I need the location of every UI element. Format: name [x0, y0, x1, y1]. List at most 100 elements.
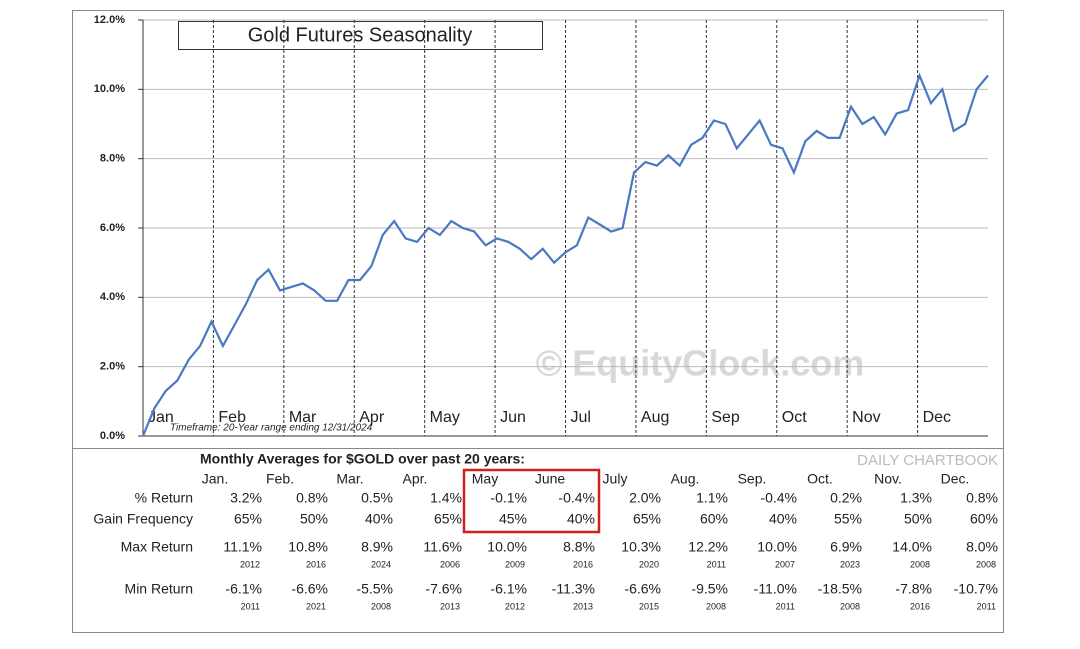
cell-value: 11.6%: [423, 539, 462, 555]
x-tick-label: Oct: [782, 409, 807, 426]
cell-value: 11.1%: [223, 539, 262, 555]
cell-value: 50%: [300, 511, 328, 527]
cell-year: 2008: [371, 601, 391, 611]
cell-value: -6.6%: [624, 581, 661, 597]
cell-year: 2012: [240, 559, 260, 569]
cell-value: 55%: [834, 511, 862, 527]
cell-value: -0.1%: [490, 490, 527, 506]
cell-value: 40%: [769, 511, 797, 527]
cell-year: 2007: [775, 559, 795, 569]
cell-value: 65%: [234, 511, 262, 527]
highlight-box: [462, 468, 601, 534]
cell-year: 2008: [840, 601, 860, 611]
cell-value: 10.0%: [487, 539, 527, 555]
cell-value: 1.1%: [696, 490, 728, 506]
cell-year: 2008: [706, 601, 726, 611]
month-header: Dec.: [941, 471, 970, 487]
row-label: Max Return: [121, 539, 193, 555]
cell-year: 2013: [573, 601, 593, 611]
cell-value: 1.4%: [430, 490, 462, 506]
cell-value: -11.3%: [552, 581, 595, 597]
month-header: Mar.: [336, 471, 363, 487]
cell-value: 3.2%: [230, 490, 262, 506]
x-tick-label: Nov: [852, 409, 880, 426]
x-tick-label: Mar: [289, 409, 317, 426]
month-header: Sep.: [738, 471, 767, 487]
cell-year: 2011: [241, 601, 260, 611]
cell-value: 0.8%: [966, 490, 998, 506]
month-header: Apr.: [403, 471, 428, 487]
cell-value: -9.5%: [691, 581, 728, 597]
cell-value: 60%: [970, 511, 998, 527]
cell-year: 2008: [976, 559, 996, 569]
x-tick-label: Sep: [711, 409, 740, 426]
cell-year: 2024: [371, 559, 391, 569]
y-tick-label: 0.0%: [100, 430, 125, 442]
cell-value: -6.6%: [291, 581, 328, 597]
cell-year: 2023: [840, 559, 860, 569]
table-title: Monthly Averages for $GOLD over past 20 …: [200, 451, 525, 467]
cell-value: -0.4%: [760, 490, 797, 506]
cell-value: 8.9%: [361, 539, 393, 555]
cell-value: 40%: [567, 511, 595, 527]
cell-value: 8.0%: [966, 539, 998, 555]
y-tick-label: 8.0%: [100, 153, 125, 165]
y-tick-label: 12.0%: [94, 14, 125, 26]
cell-value: 12.2%: [688, 539, 728, 555]
cell-value: -5.5%: [356, 581, 393, 597]
cell-year: 2009: [505, 559, 525, 569]
cell-value: -18.5%: [818, 581, 862, 597]
y-tick-label: 4.0%: [100, 291, 125, 303]
x-tick-label: Jun: [500, 409, 526, 426]
cell-year: 2011: [776, 601, 795, 611]
cell-year: 2006: [440, 559, 460, 569]
month-header: Oct.: [807, 471, 833, 487]
cell-value: 45%: [499, 511, 527, 527]
cell-value: -6.1%: [225, 581, 262, 597]
cell-value: 10.3%: [621, 539, 661, 555]
x-tick-label: Aug: [641, 409, 669, 426]
chart-title: Gold Futures Seasonality: [248, 24, 473, 46]
cell-value: -11.0%: [754, 581, 797, 597]
x-tick-label: Feb: [218, 409, 246, 426]
x-tick-label: Dec: [923, 409, 951, 426]
cell-year: 2011: [977, 601, 996, 611]
cell-value: 8.8%: [563, 539, 595, 555]
row-label: % Return: [135, 490, 193, 506]
cell-year: 2012: [505, 601, 525, 611]
cell-year: 2013: [440, 601, 460, 611]
cell-value: 65%: [633, 511, 661, 527]
month-header: Jan.: [202, 471, 228, 487]
row-label: Gain Frequency: [93, 511, 193, 527]
month-header: May: [472, 471, 498, 487]
source: DAILY CHARTBOOK: [857, 452, 998, 469]
month-header: July: [603, 471, 628, 487]
frame: [72, 10, 1004, 633]
cell-year: 2021: [306, 601, 326, 611]
month-header: Feb.: [266, 471, 294, 487]
cell-value: 60%: [700, 511, 728, 527]
title-box: [178, 21, 543, 50]
cell-value: -7.6%: [425, 581, 462, 597]
cell-value: 2.0%: [629, 490, 661, 506]
month-header: Nov.: [874, 471, 902, 487]
cell-value: 0.2%: [830, 490, 862, 506]
cell-value: 14.0%: [892, 539, 932, 555]
cell-year: 2016: [573, 559, 593, 569]
cell-value: -10.7%: [954, 581, 998, 597]
y-tick-label: 10.0%: [94, 83, 125, 95]
cell-value: 65%: [434, 511, 462, 527]
x-tick-label: Jul: [571, 409, 591, 426]
y-tick-label: 2.0%: [100, 361, 125, 373]
cell-value: -0.4%: [558, 490, 595, 506]
month-header: June: [535, 471, 566, 487]
cell-value: -6.1%: [490, 581, 527, 597]
x-tick-label: Jan: [148, 409, 174, 426]
row-label: Min Return: [125, 581, 193, 597]
cell-value: 1.3%: [900, 490, 932, 506]
cell-year: 2020: [639, 559, 659, 569]
cell-year: 2008: [910, 559, 930, 569]
timeframe: Timeframe: 20-Year range ending 12/31/20…: [170, 423, 373, 434]
cell-value: 0.8%: [296, 490, 328, 506]
